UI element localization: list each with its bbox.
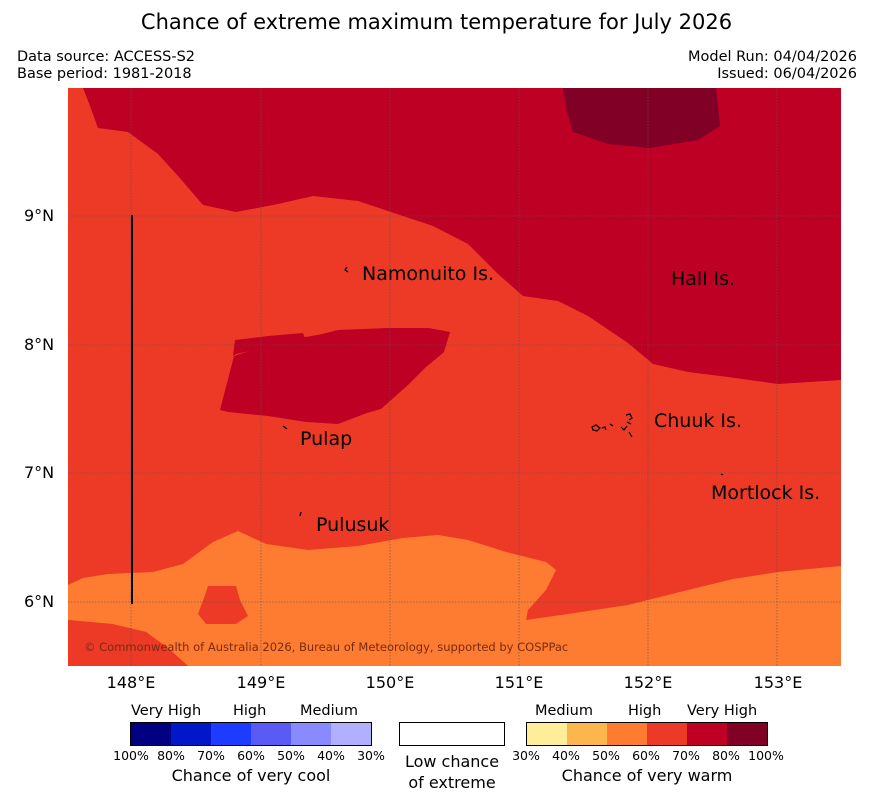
low-chance-line1: Low chance <box>404 752 500 771</box>
warm-swatch-50-60 <box>607 723 647 745</box>
run-info: Model Run: 04/04/2026 Issued: 06/04/2026 <box>688 49 857 83</box>
cool-swatch-70-80 <box>171 723 211 745</box>
region-70-80-north <box>83 88 841 384</box>
warm-pct-50: 50% <box>592 748 620 763</box>
warm-pct-30: 30% <box>512 748 540 763</box>
lat-label-8n: 8°N <box>24 335 55 354</box>
cool-swatch-80-100 <box>131 723 171 745</box>
low-chance-label: Low chance of extreme <box>398 751 506 793</box>
region-60-70-south-pocket <box>198 586 248 624</box>
lon-label-153e: 153°E <box>753 673 803 692</box>
lon-label-149e: 149°E <box>236 673 286 692</box>
chuuk-islands <box>591 413 633 438</box>
cool-swatch-50-60 <box>251 723 291 745</box>
warm-pct-40: 40% <box>552 748 580 763</box>
region-60-70-southwest <box>68 620 188 666</box>
warm-legend-title: Chance of very warm <box>561 766 733 785</box>
issued-date: Issued: 06/04/2026 <box>717 66 857 82</box>
cool-pct-60: 60% <box>237 748 265 763</box>
cool-swatch-60-70 <box>211 723 251 745</box>
region-70-80-central-fill <box>220 328 450 424</box>
warm-colorbar <box>526 722 768 746</box>
place-label-pulusuk: Pulusuk <box>316 514 390 536</box>
model-run: Model Run: 04/04/2026 <box>687 49 857 65</box>
warm-swatch-80-100 <box>727 723 767 745</box>
cool-swatch-40-50 <box>291 723 331 745</box>
warm-swatch-60-70 <box>647 723 687 745</box>
cool-swatch-30-40 <box>331 723 371 745</box>
cool-pct-40: 40% <box>317 748 345 763</box>
mortlock-island <box>720 473 724 476</box>
pulap-island <box>282 425 288 430</box>
lon-label-150e: 150°E <box>365 673 415 692</box>
place-label-pulap: Pulap <box>300 428 353 450</box>
cool-pct-50: 50% <box>277 748 305 763</box>
lon-label-151e: 151°E <box>494 673 544 692</box>
warm-pct-60: 60% <box>632 748 660 763</box>
warm-category-very-high: Very High <box>687 703 758 719</box>
pulusuk-island <box>299 511 302 517</box>
place-label-chuuk: Chuuk Is. <box>654 410 742 432</box>
low-chance-line2: of extreme <box>408 773 496 792</box>
warm-category-medium: Medium <box>535 703 593 719</box>
warm-pct-100: 100% <box>748 748 784 763</box>
warm-swatch-40-50 <box>567 723 607 745</box>
cool-pct-30: 30% <box>357 748 385 763</box>
warm-swatch-70-80 <box>687 723 727 745</box>
place-label-mortlock: Mortlock Is. <box>711 482 821 504</box>
base-period: Base period: 1981-2018 <box>17 66 192 82</box>
place-label-namonuito: Namonuito Is. <box>362 263 495 285</box>
place-label-hall: Hall Is. <box>671 268 736 290</box>
low-chance-swatch <box>399 722 505 746</box>
source-info: Data source: ACCESS-S2 Base period: 1981… <box>17 49 195 83</box>
data-source: Data source: ACCESS-S2 <box>17 49 196 65</box>
lon-label-152e: 152°E <box>623 673 673 692</box>
lat-label-6n: 6°N <box>24 592 55 611</box>
islands <box>282 266 724 517</box>
warm-swatch-30-40 <box>527 723 567 745</box>
probability-map <box>68 88 841 666</box>
warm-pct-80: 80% <box>712 748 740 763</box>
cool-legend-title: Chance of very cool <box>171 766 331 785</box>
region-80-100 <box>563 88 720 148</box>
cool-pct-70: 70% <box>197 748 225 763</box>
namonuito-island <box>344 266 349 273</box>
cool-category-high: High <box>233 703 267 719</box>
copyright-notice: © Commonwealth of Australia 2026, Bureau… <box>84 640 569 654</box>
warm-category-high: High <box>628 703 662 719</box>
cool-category-medium: Medium <box>300 703 358 719</box>
cool-pct-100: 100% <box>113 748 149 763</box>
lat-label-7n: 7°N <box>24 463 55 482</box>
map-title: Chance of extreme maximum temperature fo… <box>140 10 733 34</box>
cool-colorbar <box>130 722 372 746</box>
lon-label-148e: 148°E <box>106 673 156 692</box>
warm-pct-70: 70% <box>672 748 700 763</box>
lat-label-9n: 9°N <box>24 206 55 225</box>
cool-category-very-high: Very High <box>131 703 202 719</box>
cool-pct-80: 80% <box>157 748 185 763</box>
